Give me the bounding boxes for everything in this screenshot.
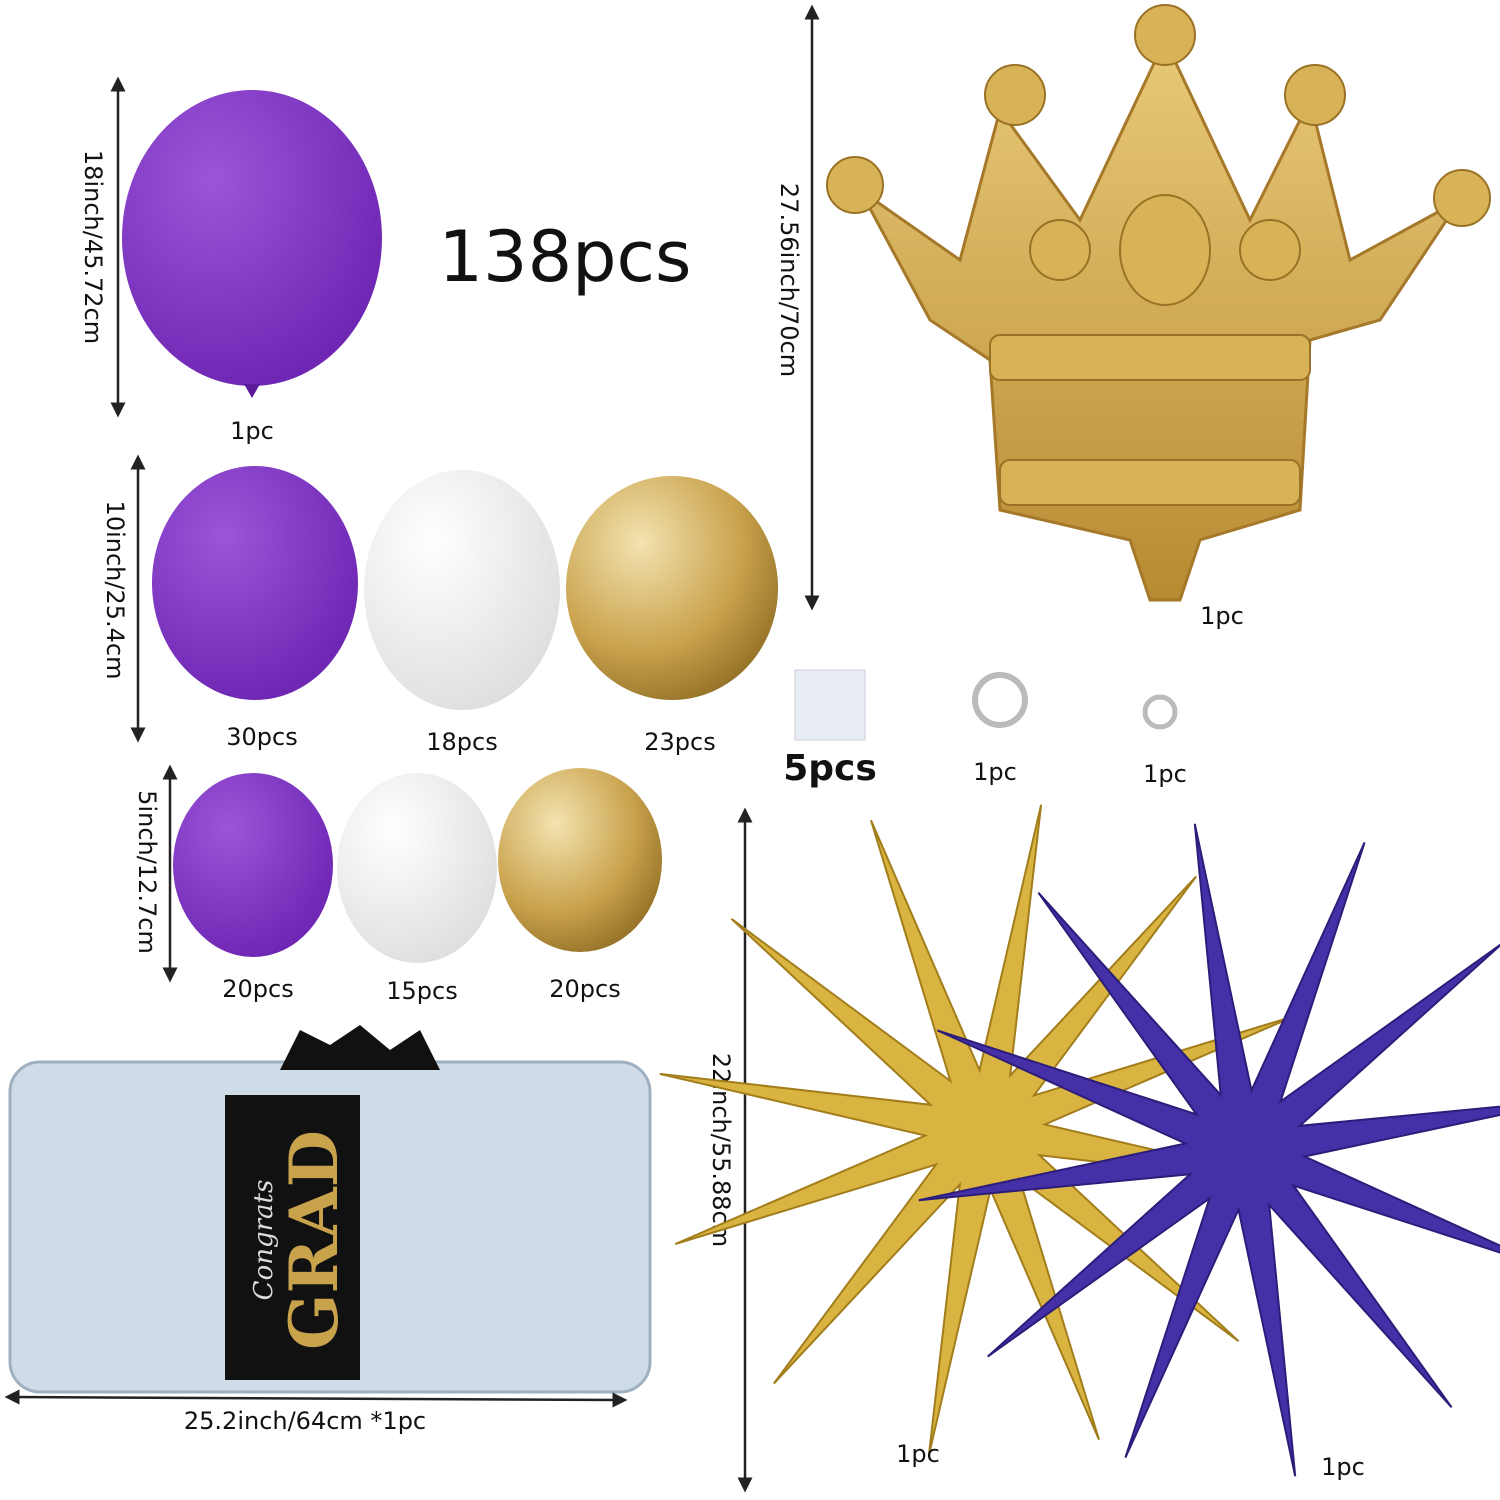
count-label: 1pc	[896, 1440, 940, 1468]
count-label: 15pcs	[386, 977, 457, 1005]
crown-balloon	[858, 36, 1462, 602]
balloon	[498, 768, 662, 952]
count-label: 20pcs	[549, 975, 620, 1003]
balloon	[364, 470, 560, 710]
size-label: 10inch/25.4cm	[101, 501, 129, 680]
crown-jewels	[826, 4, 1491, 506]
dimension-arrow	[4, 1389, 628, 1408]
balloon	[122, 90, 382, 386]
balloon	[152, 466, 358, 700]
arch-strip	[972, 672, 1028, 728]
count-label: 1pc	[230, 417, 274, 445]
size-label: 5inch/12.7cm	[133, 790, 161, 954]
balloon	[337, 773, 497, 963]
balloon-knot	[244, 384, 260, 398]
scroll-band	[225, 1095, 360, 1380]
scroll-word: GRAD	[275, 1130, 353, 1350]
count-label: 1pc	[1200, 602, 1244, 630]
count-label: 20pcs	[222, 975, 293, 1003]
ribbon	[1142, 694, 1178, 730]
glue-dots	[794, 669, 866, 741]
total-count: 138pcs	[439, 216, 692, 298]
size-label: 18inch/45.72cm	[79, 150, 107, 344]
count-label: 1pc	[1321, 1453, 1365, 1481]
count-label: 5pcs	[783, 748, 877, 789]
size-label: 27.56inch/70cm	[775, 183, 803, 377]
starburst-balloon	[918, 823, 1500, 1477]
count-label: 23pcs	[644, 728, 715, 756]
balloon	[173, 773, 333, 957]
scroll-bow	[280, 1025, 440, 1070]
count-label: 18pcs	[426, 728, 497, 756]
size-label: 25.2inch/64cm *1pc	[184, 1407, 426, 1435]
count-label: 1pc	[1143, 760, 1187, 788]
balloon	[566, 476, 778, 700]
count-label: 1pc	[973, 758, 1017, 786]
count-label: 30pcs	[226, 723, 297, 751]
scroll-script: Congrats	[249, 1180, 279, 1301]
